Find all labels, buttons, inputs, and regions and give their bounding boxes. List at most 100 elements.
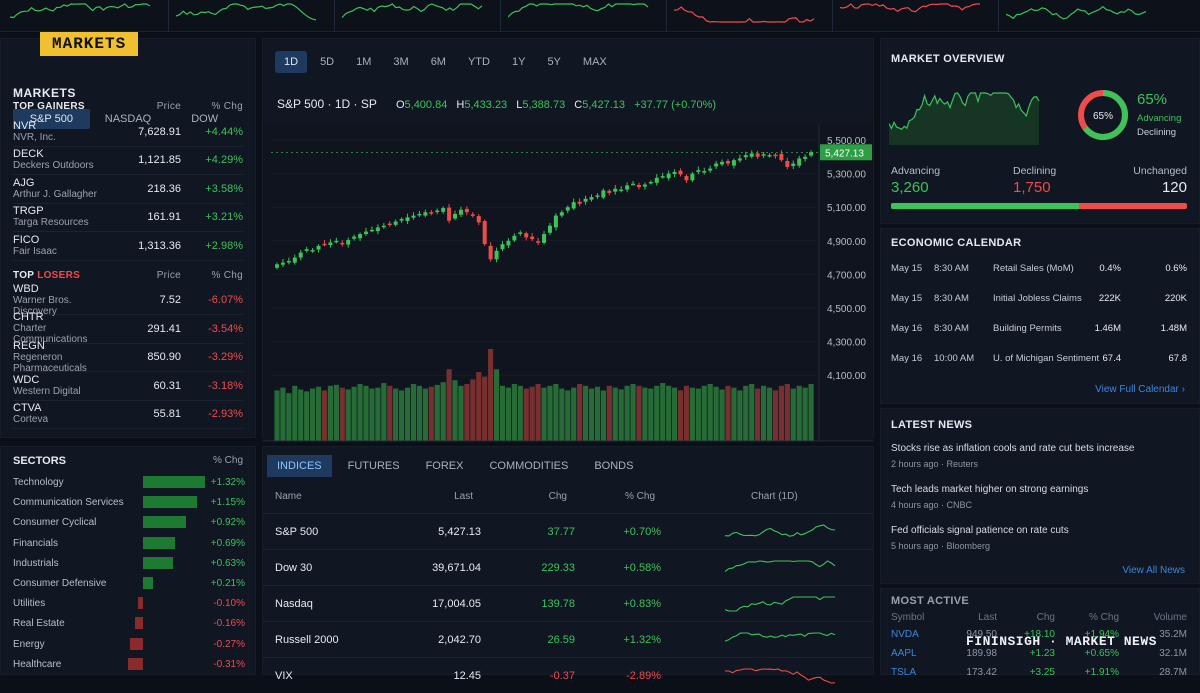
stock-name: Targa Resources [13,217,89,229]
active-last: 173.42 [966,667,997,678]
calendar-row[interactable]: May 15 8:30 AM Initial Jobless Claims 222K 2… [891,293,1187,323]
news-item[interactable]: Fed officials signal patience on rate cu… [891,525,1191,551]
period-tab-5y[interactable]: 5Y [547,56,561,68]
stock-row[interactable]: FICO Fair Isaac 1,313.36 +2.98% [13,232,243,261]
index-row[interactable]: Nasdaq 17,004.05 139.78 +0.83% [263,585,873,621]
period-tab-1d[interactable]: 1D [275,51,308,73]
index-row[interactable]: Russell 2000 2,042.70 26.59 +1.32% [263,621,873,657]
stock-row[interactable]: DECK Deckers Outdoors 1,121.85 +4.29% [13,147,243,175]
volume-bar [310,388,316,441]
stock-symbol: CTVA [13,402,42,415]
tab-nasdaq[interactable]: NASDAQ [104,113,152,125]
calendar-time: 8:30 AM [934,263,969,274]
y-tick-label: 4,700.00 [827,270,866,281]
period-tab-1y[interactable]: 1Y [511,56,526,68]
sector-name: Industrials [13,557,59,569]
view-full-calendar-link[interactable]: View Full Calendar › [1095,384,1185,395]
sector-bar [143,536,176,549]
sector-row[interactable]: Consumer Cyclical +0.92% [13,513,245,533]
stock-row[interactable]: WDC Western Digital 60.31 -3.18% [13,372,243,401]
candle [494,250,499,260]
calendar-row[interactable]: May 16 8:30 AM Building Permits 1.46M 1.48M [891,323,1187,353]
stock-row[interactable]: NVR NVR, Inc. 7,628.91 +4.44% [13,118,243,147]
index-name: Dow 30 [275,562,313,574]
strip-sparkline-line [674,6,815,23]
volume-bar [766,387,773,441]
sector-row[interactable]: Communication Services +1.15% [13,493,245,513]
active-row[interactable]: TSLA 173.42 +3.25 +1.91% 28.7M [891,667,1187,681]
tab-sp500[interactable]: S&P 500 [13,109,90,129]
news-item[interactable]: Stocks rise as inflation cools and rate … [891,443,1191,469]
active-row[interactable]: AAPL 189.98 +1.23 +0.65% 32.1M [891,648,1187,662]
calendar-actual: 1.46M [1094,323,1121,334]
active-row[interactable]: NVDA 949.50 +18.10 +1.94% 35.2M [891,629,1187,643]
sector-row[interactable]: Real Estate -0.16% [13,614,245,634]
volume-bar [517,385,523,441]
sector-change: -0.27% [213,638,245,650]
sector-bar [143,556,173,569]
stock-name: NVR, Inc. [13,131,56,143]
sector-row[interactable]: Industrials +0.63% [13,554,245,574]
view-all-news-link[interactable]: View All News [1122,565,1185,576]
stock-change: -3.18% [208,379,243,392]
volume-bar [470,379,476,441]
candle [743,155,748,158]
price-chart-panel: 1D 5D 1M 3M 6M YTD 1Y 5Y MAX S&P 500 · 1D · SP O… [262,38,874,464]
period-tab-5d[interactable]: 5D [320,56,335,68]
index-row[interactable]: Dow 30 39,671.04 229.33 +0.58% [263,549,873,585]
volume-bar [416,385,423,441]
sector-name: Energy [13,638,45,650]
candle [631,183,636,186]
calendar-row[interactable]: May 16 10:00 AM U. of Michigan Sentiment 67… [891,353,1187,383]
sector-bar [143,496,197,509]
tab-futures[interactable]: FUTURES [347,460,400,472]
tab-bonds[interactable]: BONDS [594,460,634,472]
calendar-row[interactable]: May 15 8:30 AM Retail Sales (MoM) 0.4% 0.6% [891,263,1187,293]
sector-row[interactable]: Consumer Defensive +0.21% [13,574,245,594]
sector-row[interactable]: Energy -0.27% [13,635,245,655]
sector-row[interactable]: Healthcare -0.31% [13,655,245,675]
volume-bar [529,386,535,441]
most-active-title: MOST ACTIVE [891,595,970,607]
tab-forex[interactable]: FOREX [425,460,464,472]
stock-symbol-block: AJG Arthur J. Gallagher [13,177,111,200]
period-tab-ytd[interactable]: YTD [467,56,490,68]
active-pct: +1.94% [1084,629,1119,640]
tab-commodities[interactable]: COMMODITIES [489,460,569,472]
period-tab-6m[interactable]: 6M [430,56,446,68]
index-row[interactable]: S&P 500 5,427.13 37.77 +0.70% [263,513,873,549]
candle [340,242,345,245]
sector-row[interactable]: Financials +0.69% [13,534,245,554]
stock-row[interactable]: REGN Regeneron Pharmaceuticals 850.90 -3.29… [13,340,243,374]
period-tab-3m[interactable]: 3M [393,56,409,68]
tab-dow[interactable]: DOW [191,113,219,125]
volume-bar [695,388,701,441]
sector-row[interactable]: Technology +1.32% [13,473,245,493]
tab-indices[interactable]: INDICES [267,455,332,477]
stock-row[interactable]: WBD Warner Bros. Discovery 7.52 -6.07% [13,283,243,317]
stock-row[interactable]: TRGP Targa Resources 161.91 +3.21% [13,204,243,232]
index-row[interactable]: VIX 12.45 -0.37 -2.89% [263,657,873,693]
period-tab-max[interactable]: MAX [582,56,607,68]
sector-row[interactable]: Utilities -0.10% [13,594,245,614]
sector-name: Utilities [13,598,46,610]
news-item[interactable]: Tech leads market higher on strong earni… [891,484,1191,510]
calendar-actual: 67.4 [1102,353,1122,364]
candle [725,161,730,164]
stock-row[interactable]: CTVA Corteva 55.81 -2.93% [13,401,243,429]
stock-row[interactable]: CHTR Charter Communications 291.41 -3.54% [13,312,243,345]
index-pct: +0.70% [623,526,661,538]
index-sparkline [725,632,836,642]
candle [779,153,784,161]
index-chg: -0.37 [549,670,575,682]
strip-sparkline-line [1006,5,1147,20]
watermark: FININSIGH · MARKET NEWS [966,634,1157,649]
candlestick-chart[interactable]: 5,500.00 5,300.00 5,100.00 4,900.00 4,700.00… [263,85,873,465]
stock-row[interactable]: AJG Arthur J. Gallagher 218.36 +3.58% [13,175,243,204]
most-active-header: Symbol Last Chg % Chg Volume [891,612,1187,624]
last-price-label: 5,427.13 [825,148,864,159]
period-tab-1m[interactable]: 1M [356,56,372,68]
volume-bar [452,380,458,441]
candle [310,250,315,252]
stock-price: 7.52 [159,294,181,307]
